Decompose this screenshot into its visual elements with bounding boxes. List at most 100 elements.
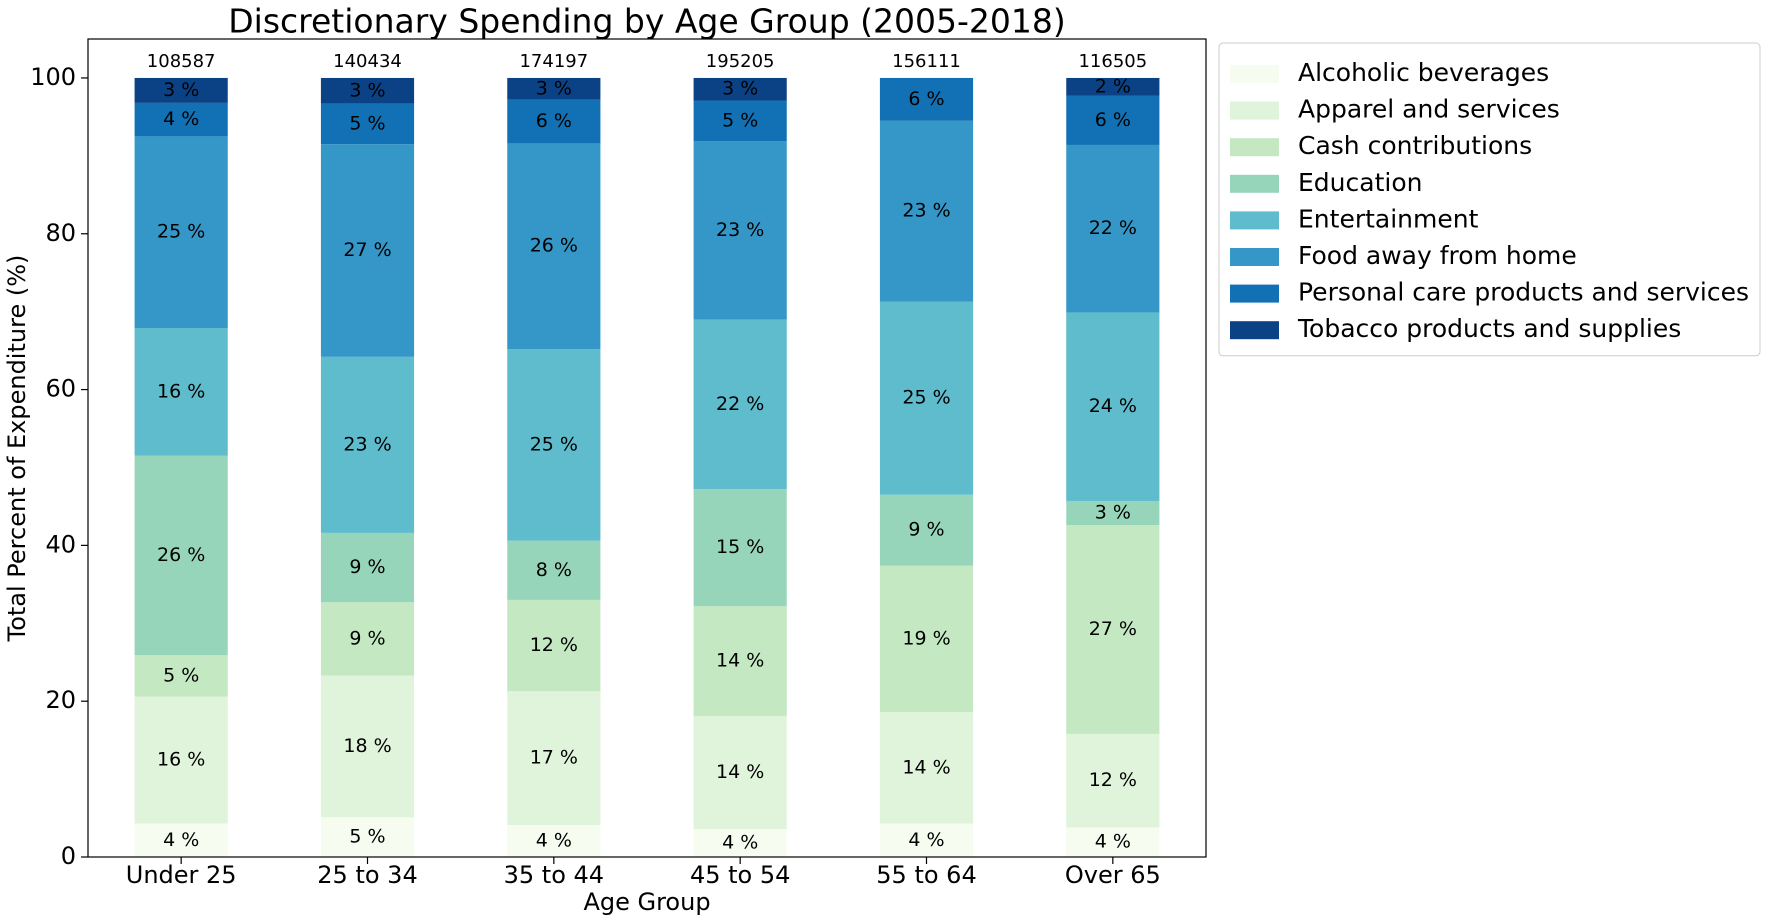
x-axis-label: Age Group (583, 888, 710, 916)
bar-segment (693, 606, 787, 716)
bar-segment (320, 356, 415, 533)
bar-segment (320, 144, 415, 357)
data-label: 5 % (163, 664, 199, 686)
legend-label: Apparel and services (1298, 95, 1560, 124)
bar-total: 195205 (706, 51, 775, 72)
data-label: 9 % (908, 519, 944, 541)
chart-title: Discretionary Spending by Age Group (200… (228, 2, 1066, 41)
legend-swatch (1230, 65, 1279, 83)
data-label: 26 % (157, 544, 205, 566)
bar-segment (507, 99, 601, 144)
bar-segment (693, 828, 787, 857)
x-tick-label: 55 to 64 (876, 861, 976, 889)
bar-segment (320, 103, 415, 145)
data-label: 6 % (1095, 109, 1131, 131)
legend-swatch (1230, 248, 1279, 266)
data-label: 19 % (902, 627, 950, 649)
bar-total: 140434 (333, 51, 402, 72)
data-label: 17 % (530, 747, 578, 769)
data-label: 22 % (1089, 217, 1137, 239)
data-label: 4 % (1095, 831, 1131, 853)
data-label: 23 % (902, 200, 950, 222)
data-label: 4 % (536, 830, 572, 852)
legend-label: Food away from home (1298, 241, 1577, 270)
data-label: 14 % (716, 650, 764, 672)
data-label: 27 % (1089, 618, 1137, 640)
x-tick-label: Over 65 (1065, 861, 1161, 889)
bar-segment (134, 102, 228, 137)
bar-segment (693, 715, 787, 829)
data-label: 27 % (343, 239, 391, 261)
bar-segment (1066, 733, 1160, 828)
x-tick-label: 25 to 34 (317, 861, 417, 889)
bar-total: 108587 (147, 51, 216, 72)
bar-segment (320, 77, 415, 104)
data-label: 16 % (157, 749, 205, 771)
bar-segment (1066, 77, 1160, 96)
bar-segment (507, 540, 601, 600)
bar-segment (693, 77, 787, 101)
data-label: 26 % (530, 235, 578, 257)
data-label: 2 % (1095, 75, 1131, 97)
bar-total: 156111 (892, 51, 961, 72)
data-label: 6 % (536, 110, 572, 132)
data-label: 4 % (908, 829, 944, 851)
data-label: 3 % (536, 77, 572, 99)
y-axis-label: Total Percent of Expenditure (%) (3, 255, 31, 643)
bar-segment (134, 328, 228, 456)
y-tick-label: 20 (45, 686, 76, 714)
data-label: 6 % (908, 88, 944, 110)
bar-segment (507, 349, 601, 541)
legend-box (1218, 42, 1761, 357)
bar-segment (134, 655, 228, 697)
bar-segment (1066, 95, 1160, 145)
bar-segment (134, 455, 228, 656)
data-label: 12 % (1089, 769, 1137, 791)
bar-segment (507, 143, 601, 350)
bar-segment (879, 77, 974, 121)
bar-segment (1066, 500, 1160, 526)
data-label: 4 % (163, 829, 199, 851)
data-label: 4 % (163, 108, 199, 130)
bar-segment (134, 136, 228, 329)
legend-label: Entertainment (1298, 204, 1479, 233)
bar-segment (507, 599, 601, 692)
bar-segment (134, 77, 228, 103)
data-label: 12 % (530, 634, 578, 656)
bar-segment (1066, 827, 1160, 857)
data-label: 4 % (722, 831, 758, 853)
x-tick-label: Under 25 (126, 861, 237, 889)
legend-label: Alcoholic beverages (1298, 58, 1549, 87)
legend-swatch (1230, 284, 1279, 303)
data-label: 23 % (716, 219, 764, 241)
bar-segment (879, 565, 974, 713)
x-tick-label: 45 to 54 (690, 861, 790, 889)
bar-segment (320, 675, 415, 818)
data-label: 25 % (530, 433, 578, 455)
data-label: 25 % (157, 221, 205, 243)
data-label: 9 % (349, 556, 385, 578)
legend-label: Tobacco products and supplies (1297, 314, 1681, 343)
data-label: 24 % (1089, 395, 1137, 417)
plot-frame (87, 38, 1207, 858)
legend-label: Personal care products and services (1298, 278, 1749, 307)
data-label: 9 % (349, 627, 385, 649)
data-label: 5 % (349, 112, 385, 134)
bar-segment (507, 691, 601, 826)
data-label: 5 % (722, 109, 758, 131)
legend-swatch (1230, 174, 1279, 193)
data-label: 14 % (902, 756, 950, 778)
data-label: 15 % (716, 536, 764, 558)
data-label: 8 % (536, 559, 572, 581)
data-label: 25 % (902, 387, 950, 409)
legend-swatch (1230, 101, 1279, 120)
bar-segment (693, 319, 787, 490)
legend-label: Cash contributions (1298, 131, 1532, 160)
bar-segment (134, 696, 228, 824)
bar-segment (134, 823, 228, 857)
bar-segment (320, 602, 415, 676)
bar-segment (879, 823, 974, 857)
data-label: 18 % (343, 735, 391, 757)
legend-swatch (1230, 321, 1279, 340)
x-tick-label: 35 to 44 (504, 861, 604, 889)
